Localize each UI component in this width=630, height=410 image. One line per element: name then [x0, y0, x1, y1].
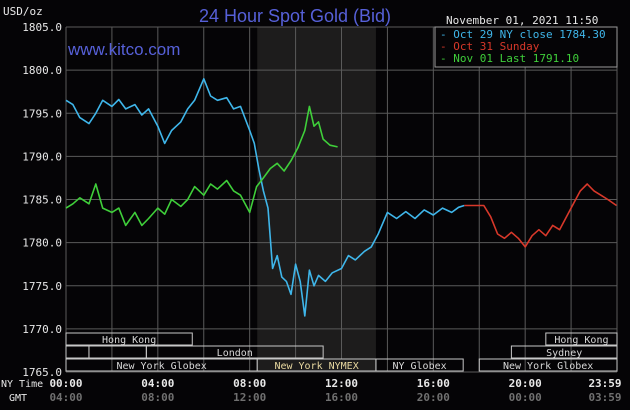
x-tick-label-gmt: 08:00: [141, 391, 174, 404]
x-axis-ny-label: NY Time: [1, 379, 43, 390]
y-tick-label: 1770.0: [22, 323, 62, 336]
x-tick-label-ny: 16:00: [417, 377, 450, 390]
legend-item-nov01: - Nov 01 Last 1791.10: [440, 52, 579, 65]
session-hong-kong: Hong Kong: [545, 332, 618, 346]
session-sydney: Sydney: [510, 345, 618, 359]
session-bar: [510, 345, 618, 359]
watermark-url: www.kitco.com: [67, 40, 180, 59]
x-tick-label-ny: 23:59: [588, 377, 621, 390]
session-new-york-globex: New York Globex: [478, 358, 618, 372]
y-tick-label: 1765.0: [22, 366, 62, 379]
y-tick-label: 1790.0: [22, 150, 62, 163]
session-ny-globex: NY Globex: [375, 358, 464, 372]
x-axis: 00:0004:0004:0008:0008:0012:0012:0016:00…: [49, 377, 621, 404]
series-line-2: [65, 105, 338, 227]
session-label: New York NYMEX: [274, 361, 358, 372]
y-tick-label: 1775.0: [22, 280, 62, 293]
session-label: Hong Kong: [554, 335, 608, 346]
y-tick-label: 1785.0: [22, 194, 62, 207]
x-tick-label-gmt: 00:00: [509, 391, 542, 404]
session-label: Hong Kong: [102, 335, 156, 346]
market-sessions: Hong Kong London New York Globex New York N…: [65, 332, 618, 372]
session-bar: [375, 358, 464, 372]
legend-item-oct29: - Oct 29 NY close 1784.30: [440, 28, 606, 41]
legend-item-oct31: - Oct 31 Sunday: [440, 40, 540, 53]
x-tick-label-gmt: 16:00: [325, 391, 358, 404]
y-tick-label: 1795.0: [22, 107, 62, 120]
x-tick-label-ny: 20:00: [509, 377, 542, 390]
y-axis-label: USD/oz: [3, 5, 43, 18]
y-tick-label: 1800.0: [22, 64, 62, 77]
session-hong-kong: Hong Kong: [65, 332, 193, 346]
chart-title: 24 Hour Spot Gold (Bid): [199, 6, 391, 26]
session-label: New York Globex: [116, 361, 206, 372]
y-axis: 1805.0 1800.0 1795.0 1790.0 1785.0 1780.0 1775…: [22, 21, 62, 379]
x-tick-label-gmt: 20:00: [417, 391, 450, 404]
x-tick-label-gmt: 12:00: [233, 391, 266, 404]
x-tick-label-gmt: 04:00: [49, 391, 82, 404]
x-tick-label-ny: 12:00: [325, 377, 358, 390]
legend: - Oct 29 NY close 1784.30 - Oct 31 Sunda…: [434, 26, 618, 68]
legend-box: [434, 26, 618, 68]
session-label: London: [217, 348, 253, 359]
x-tick-label-ny: 00:00: [49, 377, 82, 390]
session-label: Sydney: [546, 348, 582, 359]
session-london: London: [145, 345, 324, 359]
y-tick-label: 1780.0: [22, 237, 62, 250]
session-label: New York Globex: [503, 361, 593, 372]
grid: [65, 26, 618, 373]
session-bar: [545, 332, 618, 346]
session-bar: [478, 358, 618, 372]
x-tick-label-gmt: 03:59: [588, 391, 621, 404]
session-label: NY Globex: [392, 361, 446, 372]
series-line-1: [464, 183, 617, 248]
x-tick-label-ny: 08:00: [233, 377, 266, 390]
y-tick-label: 1805.0: [22, 21, 62, 34]
session-bar: [65, 332, 193, 346]
series-lines: [65, 78, 617, 317]
session-bar: [145, 345, 324, 359]
series-line-0: [65, 78, 465, 317]
x-axis-gmt-label: GMT: [9, 393, 27, 404]
session-new-york-nymex: New York NYMEX: [256, 358, 377, 372]
x-tick-label-ny: 04:00: [141, 377, 174, 390]
timestamp: November 01, 2021 11:50: [446, 14, 598, 27]
